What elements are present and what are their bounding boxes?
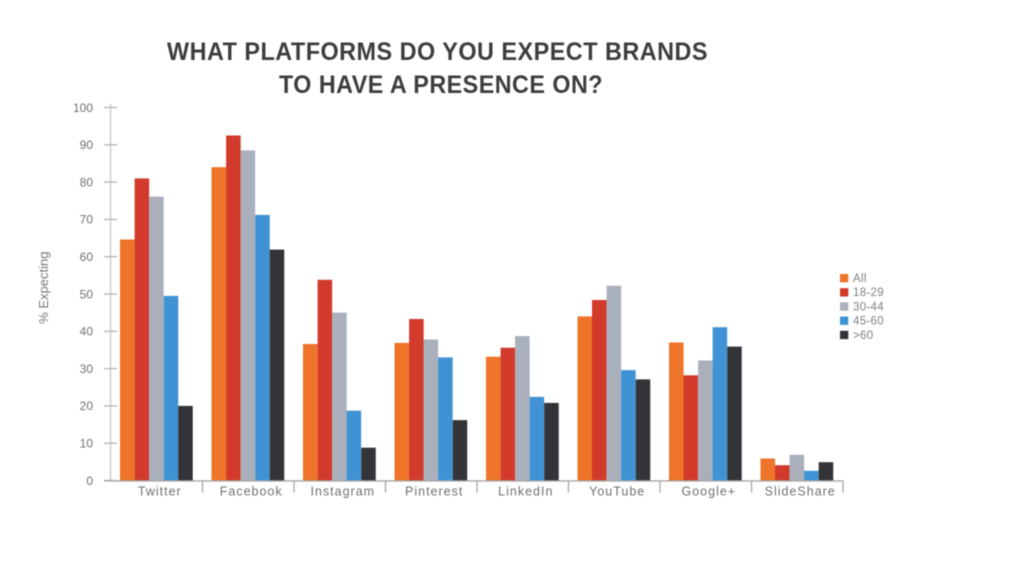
- svg-text:SlideShare: SlideShare: [765, 485, 836, 499]
- svg-text:Facebook: Facebook: [220, 485, 283, 499]
- svg-text:TO HAVE A PRESENCE ON?: TO HAVE A PRESENCE ON?: [279, 71, 603, 99]
- svg-text:60: 60: [80, 250, 94, 264]
- svg-text:LinkedIn: LinkedIn: [498, 485, 553, 499]
- svg-text:100: 100: [73, 101, 93, 115]
- svg-text:WHAT PLATFORMS DO YOU EXPECT B: WHAT PLATFORMS DO YOU EXPECT BRANDS: [167, 38, 708, 66]
- svg-text:90: 90: [80, 138, 94, 152]
- svg-text:20: 20: [80, 399, 94, 413]
- svg-text:Instagram: Instagram: [311, 485, 376, 499]
- svg-text:18-29: 18-29: [853, 287, 884, 299]
- svg-text:Twitter: Twitter: [138, 485, 182, 499]
- svg-text:40: 40: [80, 325, 94, 339]
- svg-text:10: 10: [80, 437, 94, 451]
- svg-text:Google+: Google+: [681, 485, 736, 499]
- svg-text:YouTube: YouTube: [589, 485, 645, 499]
- svg-text:50: 50: [80, 287, 94, 301]
- svg-text:0: 0: [86, 474, 93, 488]
- svg-text:45-60: 45-60: [853, 316, 884, 328]
- svg-text:Pinterest: Pinterest: [405, 485, 463, 499]
- svg-text:>60: >60: [853, 330, 873, 342]
- svg-text:% Expecting: % Expecting: [36, 252, 51, 324]
- svg-text:All: All: [853, 273, 867, 285]
- svg-text:80: 80: [80, 175, 94, 189]
- svg-text:30: 30: [80, 362, 94, 376]
- svg-text:30-44: 30-44: [853, 301, 884, 313]
- svg-text:70: 70: [80, 213, 94, 227]
